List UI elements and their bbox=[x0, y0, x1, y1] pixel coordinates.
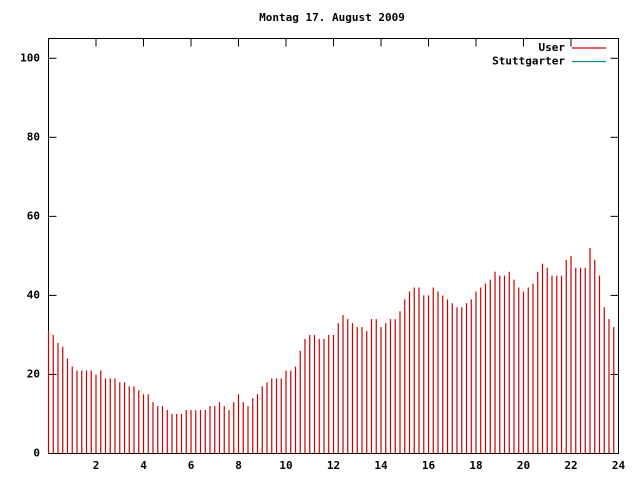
y-tick-label: 80 bbox=[27, 130, 40, 143]
x-tick-label: 18 bbox=[469, 459, 482, 472]
x-tick-label: 22 bbox=[564, 459, 577, 472]
y-tick-label: 100 bbox=[20, 51, 40, 64]
y-tick-label: 60 bbox=[27, 209, 40, 222]
legend-label: User bbox=[539, 41, 566, 54]
x-tick-label: 10 bbox=[279, 459, 292, 472]
x-tick-label: 8 bbox=[235, 459, 242, 472]
chart-title: Montag 17. August 2009 bbox=[259, 11, 405, 24]
x-tick-label: 4 bbox=[140, 459, 147, 472]
y-tick-label: 0 bbox=[33, 447, 40, 460]
x-tick-label: 14 bbox=[374, 459, 388, 472]
x-tick-label: 12 bbox=[327, 459, 340, 472]
y-tick-label: 20 bbox=[27, 367, 40, 380]
x-tick-label: 20 bbox=[517, 459, 530, 472]
x-tick-label: 6 bbox=[188, 459, 195, 472]
y-tick-label: 40 bbox=[27, 288, 40, 301]
x-tick-label: 16 bbox=[422, 459, 436, 472]
x-tick-label: 2 bbox=[93, 459, 100, 472]
legend-label: Stuttgarter bbox=[492, 55, 565, 68]
x-tick-label: 24 bbox=[612, 459, 626, 472]
